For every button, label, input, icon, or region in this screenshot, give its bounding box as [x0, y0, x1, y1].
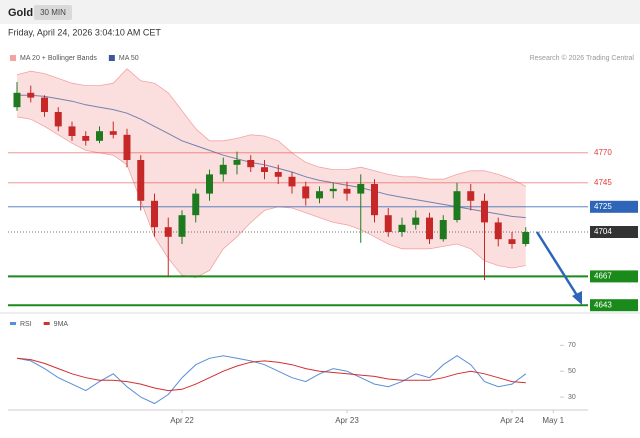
candle-body	[164, 227, 172, 237]
level-label: 4770	[594, 148, 612, 157]
candle-body	[412, 217, 420, 225]
subtitle: Friday, April 24, 2026 3:04:10 AM CET	[8, 27, 161, 37]
candle-body	[357, 184, 365, 194]
legend-swatch	[108, 55, 115, 61]
candle-body	[398, 224, 406, 232]
level-label-box	[590, 200, 638, 213]
legend-swatch	[10, 322, 16, 325]
candle-body	[137, 160, 145, 201]
level-label: 4745	[594, 178, 612, 187]
candle-body	[494, 222, 502, 240]
forecast-arrow	[535, 231, 580, 298]
level-label: 4667	[594, 272, 612, 281]
level-label-box	[590, 299, 638, 312]
candle-body	[13, 92, 21, 108]
level-label: 4704	[594, 227, 612, 236]
level-label: 4725	[594, 202, 612, 211]
timeframe[interactable]: 30 MIN	[40, 8, 66, 17]
level-label-box	[590, 270, 638, 283]
candle-body	[233, 160, 241, 165]
candle-body	[41, 97, 48, 112]
timeframe-badge[interactable]	[34, 5, 72, 20]
candle-body	[343, 188, 351, 194]
candle-body	[426, 217, 433, 240]
candle-body	[274, 172, 282, 177]
legend-label: 9MA	[54, 321, 69, 328]
candle-body	[508, 239, 516, 244]
y-tick-label: 50	[568, 368, 576, 375]
level-label-box	[590, 226, 638, 238]
candle-body	[192, 193, 200, 216]
candle-body	[82, 136, 90, 141]
candle-body	[453, 191, 461, 220]
candle-body	[219, 164, 227, 175]
candle-body	[109, 131, 117, 135]
ma50-line	[17, 94, 526, 219]
forecast-arrowhead	[572, 291, 582, 305]
header-bar	[0, 0, 640, 24]
candle-body	[261, 167, 268, 172]
x-tick-label: Apr 23	[335, 416, 359, 425]
candle-body	[288, 176, 296, 187]
candle-body	[302, 186, 310, 199]
credit: Research © 2026 Trading Central	[530, 54, 635, 62]
candle-body	[467, 191, 475, 201]
candle-body	[123, 134, 131, 160]
y-tick-label: 30	[568, 394, 576, 401]
candle-body	[247, 160, 255, 168]
legend-label: RSI	[20, 321, 32, 328]
y-tick-label: 70	[568, 342, 576, 349]
candle-body	[316, 191, 323, 199]
plot: 4770 4745 4725 4704 4667 4643 MA 20 + Bollinge…	[8, 55, 638, 425]
x-tick-label: Apr 22	[170, 416, 194, 425]
legend-swatch	[43, 322, 50, 325]
x-tick-label: Apr 24	[500, 416, 524, 425]
legend-swatch	[10, 55, 16, 61]
candle-body	[178, 215, 186, 237]
candle-body	[384, 215, 392, 232]
candle-body	[329, 188, 337, 192]
candle-body	[68, 126, 76, 136]
candle-body	[439, 220, 447, 240]
candle-body	[27, 92, 35, 98]
candle-body	[151, 200, 158, 228]
level-label: 4643	[594, 300, 612, 309]
bollinger-upper	[16, 68, 526, 187]
panel-line	[16, 357, 526, 392]
candle-body	[522, 232, 530, 244]
candle-body	[96, 131, 103, 141]
candle-body	[481, 200, 488, 223]
candle-body	[371, 184, 378, 216]
x-tick-label: May 1	[542, 416, 564, 425]
legend-label: MA 20 + Bollinger Bands	[20, 55, 97, 62]
legend-label: MA 50	[119, 55, 139, 62]
chart-title: Gold	[8, 7, 33, 19]
candle-body	[206, 174, 213, 194]
candle-body	[54, 112, 62, 127]
